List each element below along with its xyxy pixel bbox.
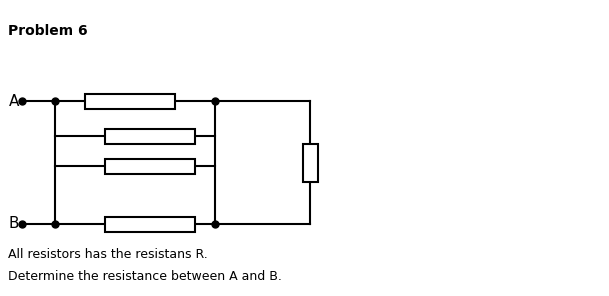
Text: A: A — [9, 94, 19, 109]
Bar — [105, 158, 195, 173]
Bar — [105, 128, 195, 144]
Text: Determine the resistance between A and B.: Determine the resistance between A and B… — [8, 269, 282, 282]
Text: All resistors has the resistans R.: All resistors has the resistans R. — [8, 247, 208, 260]
Text: Problem 6: Problem 6 — [8, 24, 88, 38]
Bar — [105, 216, 195, 231]
Bar — [303, 144, 317, 181]
Bar — [85, 94, 175, 109]
Text: B: B — [9, 216, 19, 231]
